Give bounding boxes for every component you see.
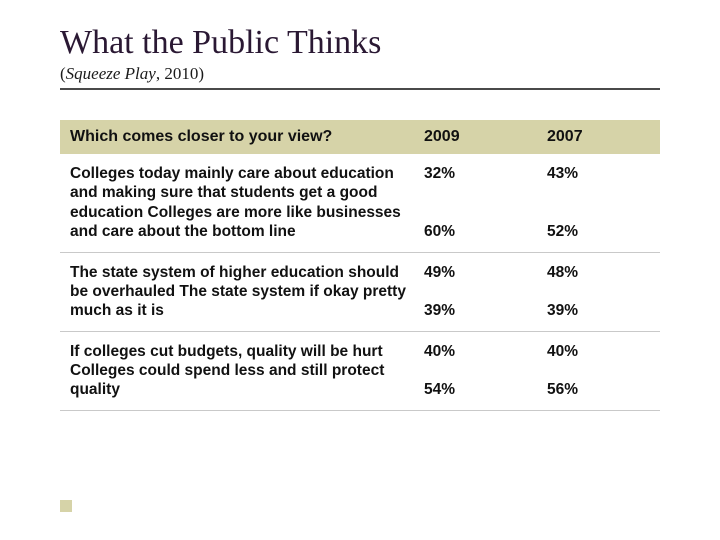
table-row: The state system of higher education sho…: [60, 252, 660, 331]
row-2009: 32% 60%: [414, 154, 537, 252]
header-2007: 2007: [537, 120, 660, 154]
row-text: The state system of higher education sho…: [60, 252, 414, 331]
table-header-row: Which comes closer to your view? 2009 20…: [60, 120, 660, 154]
table-row: Colleges today mainly care about educati…: [60, 154, 660, 252]
row-2007: 43% 52%: [537, 154, 660, 252]
row-2009: 40% 54%: [414, 331, 537, 410]
row-text: If colleges cut budgets, quality will be…: [60, 331, 414, 410]
title-rule: [60, 88, 660, 90]
row-2007: 40% 56%: [537, 331, 660, 410]
page-title: What the Public Thinks: [60, 24, 660, 62]
row-text: Colleges today mainly care about educati…: [60, 154, 414, 252]
accent-square-icon: [60, 500, 72, 512]
subtitle-tail: , 2010): [156, 64, 204, 83]
survey-table: Which comes closer to your view? 2009 20…: [60, 120, 660, 411]
row-2009: 49% 39%: [414, 252, 537, 331]
header-2009: 2009: [414, 120, 537, 154]
header-question: Which comes closer to your view?: [60, 120, 414, 154]
table-row: If colleges cut budgets, quality will be…: [60, 331, 660, 410]
subtitle-italic: Squeeze Play: [66, 64, 156, 83]
page-subtitle: (Squeeze Play, 2010): [60, 64, 660, 84]
row-2007: 48% 39%: [537, 252, 660, 331]
